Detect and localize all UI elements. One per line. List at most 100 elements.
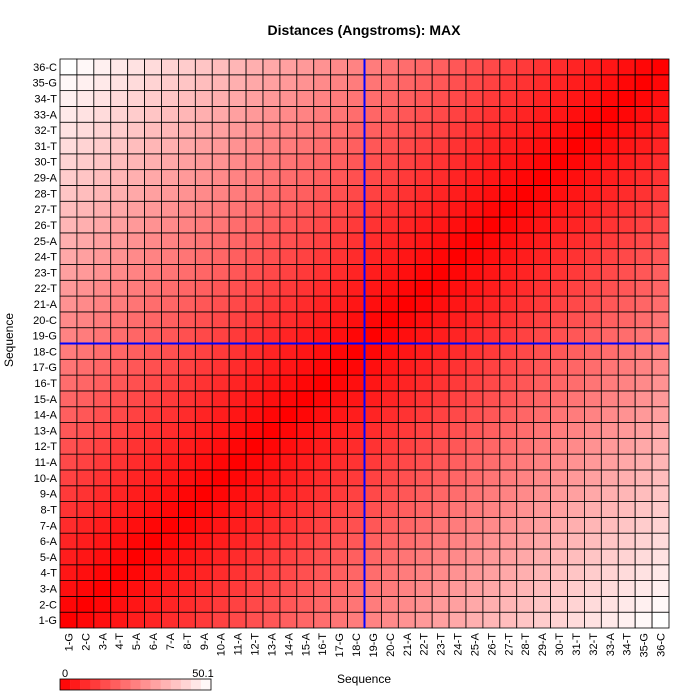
heatmap-cell-6-A-12-T [245,532,264,550]
colorbar-max-label: 50.1 [192,668,213,680]
heatmap-cell-33-A-19-G [364,106,382,123]
heatmap-cell-15-A-32-T [584,390,602,408]
heatmap-cell-30-T-23-T [431,153,450,171]
heatmap-cell-23-T-26-T [482,264,501,281]
heatmap-cell-22-T-11-A [228,279,247,297]
heatmap-cell-3-A-12-T [245,580,264,597]
heatmap-cell-6-A-11-A [228,532,247,550]
heatmap-cell-19-G-32-T [584,327,602,344]
heatmap-cell-21-A-8-T [178,295,196,313]
heatmap-cell-3-A-26-T [482,580,501,597]
heatmap-cell-20-C-28-T [516,311,535,329]
heatmap-cell-14-A-4-T [110,406,129,423]
heatmap-cell-36-C-11-A [228,58,247,76]
heatmap-cell-13-A-35-G [634,422,653,439]
heatmap-cell-25-A-26-T [482,232,501,250]
heatmap-cell-5-A-33-A [600,548,619,566]
heatmap-cell-29-A-3-A [93,169,112,186]
heatmap-cell-2-C-36-C [651,595,670,613]
heatmap-cell-8-T-35-G [634,501,653,518]
heatmap-cell-2-C-28-T [516,595,535,613]
heatmap-cell-4-T-2-C [76,564,95,581]
heatmap-cell-27-T-3-A [93,200,112,218]
heatmap-cell-34-T-26-T [482,90,501,107]
heatmap-cell-3-A-17-G [330,580,348,597]
heatmap-cell-6-A-32-T [584,532,602,550]
heatmap-cell-35-G-33-A [600,74,619,92]
heatmap-cell-28-T-32-T [584,185,602,202]
heatmap-cell-23-T-19-G [364,264,382,281]
heatmap-cell-34-T-10-A [211,90,230,107]
heatmap-cell-30-T-32-T [584,153,602,171]
heatmap-cell-19-G-12-T [245,327,264,344]
y-tick-labels: 1-G 2-C 3-A 4-T 5-A 6-A 7-A 8-T 9-A 10-A 11-A 12-T 1… [33,62,58,627]
heatmap-cell-4-T-32-T [584,564,602,581]
heatmap-cell-15-A-27-T [499,390,518,408]
heatmap-cell-19-G-1-G [59,327,78,344]
heatmap-cell-26-T-30-T [550,216,568,234]
heatmap-cell-12-T-21-A [397,437,416,455]
y-tick-label: 4-T [41,568,58,580]
colorbar-swatch [150,679,161,690]
heatmap-cell-14-A-5-A [127,406,145,423]
heatmap-cell-36-C-22-T [414,58,433,76]
heatmap-cell-26-T-28-T [516,216,535,234]
heatmap-cell-33-A-2-C [76,106,95,123]
heatmap-cell-29-A-14-A [279,169,298,186]
heatmap-cell-21-A-27-T [499,295,518,313]
heatmap-cell-8-T-8-T [178,501,196,518]
heatmap-cell-10-A-34-T [617,469,636,487]
heatmap-cell-15-A-16-T [313,390,332,408]
heatmap-cell-22-T-15-A [296,279,315,297]
heatmap-cell-15-A-5-A [127,390,145,408]
heatmap-cell-1-G-4-T [110,611,129,629]
heatmap-cell-29-A-21-A [397,169,416,186]
heatmap-cell-3-A-20-C [381,580,399,597]
heatmap-cell-16-T-21-A [397,374,416,392]
heatmap-cell-6-A-17-G [330,532,348,550]
heatmap-cell-9-A-24-T [448,485,467,502]
heatmap-cell-23-T-7-A [161,264,179,281]
heatmap-cell-19-G-26-T [482,327,501,344]
heatmap-cell-12-T-20-C [381,437,399,455]
heatmap-cell-23-T-33-A [600,264,619,281]
heatmap-cell-13-A-7-A [161,422,179,439]
heatmap-cell-9-A-6-A [144,485,162,502]
heatmap-cell-10-A-8-T [178,469,196,487]
heatmap-cell-20-C-4-T [110,311,129,329]
heatmap-cell-18-C-3-A [93,343,112,360]
heatmap-cell-21-A-6-A [144,295,162,313]
heatmap-cell-34-T-14-A [279,90,298,107]
heatmap-cell-19-G-8-T [178,327,196,344]
heatmap-cell-31-T-34-T [617,137,636,155]
heatmap-cell-26-T-36-C [651,216,670,234]
x-tick-label: 31-T [571,633,583,656]
heatmap-cell-16-T-1-G [59,374,78,392]
heatmap-cell-25-A-19-G [364,232,382,250]
heatmap-cell-17-G-14-A [279,358,298,376]
heatmap-cell-9-A-17-G [330,485,348,502]
heatmap-cell-13-A-34-T [617,422,636,439]
heatmap-cell-35-G-32-T [584,74,602,92]
heatmap-cell-28-T-28-T [516,185,535,202]
heatmap-cell-31-T-9-A [194,137,213,155]
heatmap-cell-27-T-27-T [499,200,518,218]
heatmap-cell-25-A-21-A [397,232,416,250]
heatmap-cell-1-G-7-A [161,611,179,629]
heatmap-cell-13-A-29-A [533,422,551,439]
heatmap-cell-5-A-18-C [347,548,365,566]
heatmap-cell-23-T-13-A [262,264,281,281]
heatmap-cell-12-T-16-T [313,437,332,455]
heatmap-cell-6-A-2-C [76,532,95,550]
heatmap-cell-8-T-34-T [617,501,636,518]
heatmap-cell-4-T-33-A [600,564,619,581]
heatmap-cell-14-A-22-T [414,406,433,423]
heatmap-cell-30-T-33-A [600,153,619,171]
heatmap-cell-12-T-1-G [59,437,78,455]
x-tick-label: 30-T [554,633,566,656]
y-tick-label: 5-A [40,552,58,564]
heatmap-cell-23-T-20-C [381,264,399,281]
heatmap-cell-4-T-29-A [533,564,551,581]
heatmap-cell-1-G-35-G [634,611,653,629]
heatmap-cell-32-T-29-A [533,121,551,139]
